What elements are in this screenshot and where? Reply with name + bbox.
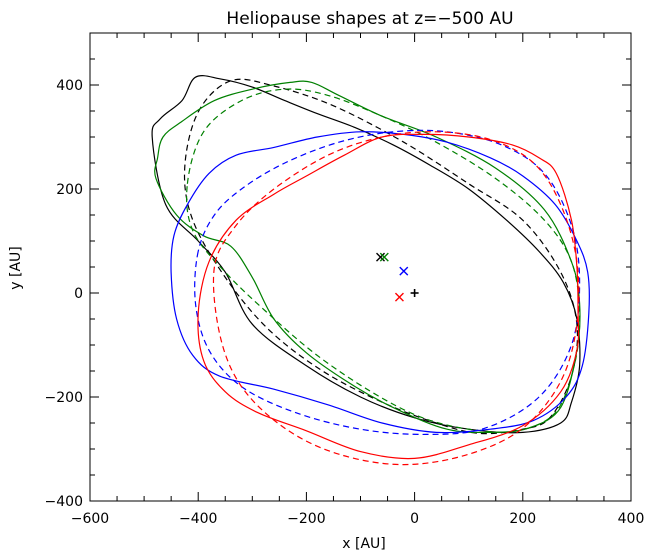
x-tick-label: −200 (287, 511, 325, 527)
chart-title: Heliopause shapes at z=−500 AU (226, 9, 513, 29)
x-tick-label: 0 (410, 511, 419, 527)
series-curve-6 (197, 133, 580, 460)
y-tick-label: −200 (45, 390, 83, 406)
y-tick-label: −400 (45, 494, 83, 510)
series-curves (151, 75, 590, 466)
center-marker-0 (376, 252, 386, 262)
axis-ticks (89, 32, 632, 502)
x-tick-label: −400 (179, 511, 217, 527)
y-tick-label: 200 (56, 182, 83, 198)
y-tick-label: 0 (74, 286, 83, 302)
x-axis-label: x [AU] (342, 536, 385, 551)
series-curve-2 (154, 80, 581, 434)
series-curve-4 (170, 131, 590, 434)
center-marker-2 (399, 266, 409, 276)
y-tick-label: 400 (56, 78, 83, 94)
y-axis-label: y [AU] (8, 246, 24, 289)
series-curve-0 (151, 75, 581, 434)
center-marker-3 (394, 292, 404, 302)
center-marker-4 (410, 289, 419, 297)
series-curve-7 (212, 131, 580, 466)
series-curve-5 (194, 129, 581, 436)
x-tick-label: 400 (618, 511, 645, 527)
center-markers (376, 252, 419, 302)
x-tick-label: 200 (509, 511, 536, 527)
center-marker-1 (379, 252, 389, 262)
series-curve-1 (183, 78, 579, 435)
x-tick-label: −600 (71, 511, 109, 527)
